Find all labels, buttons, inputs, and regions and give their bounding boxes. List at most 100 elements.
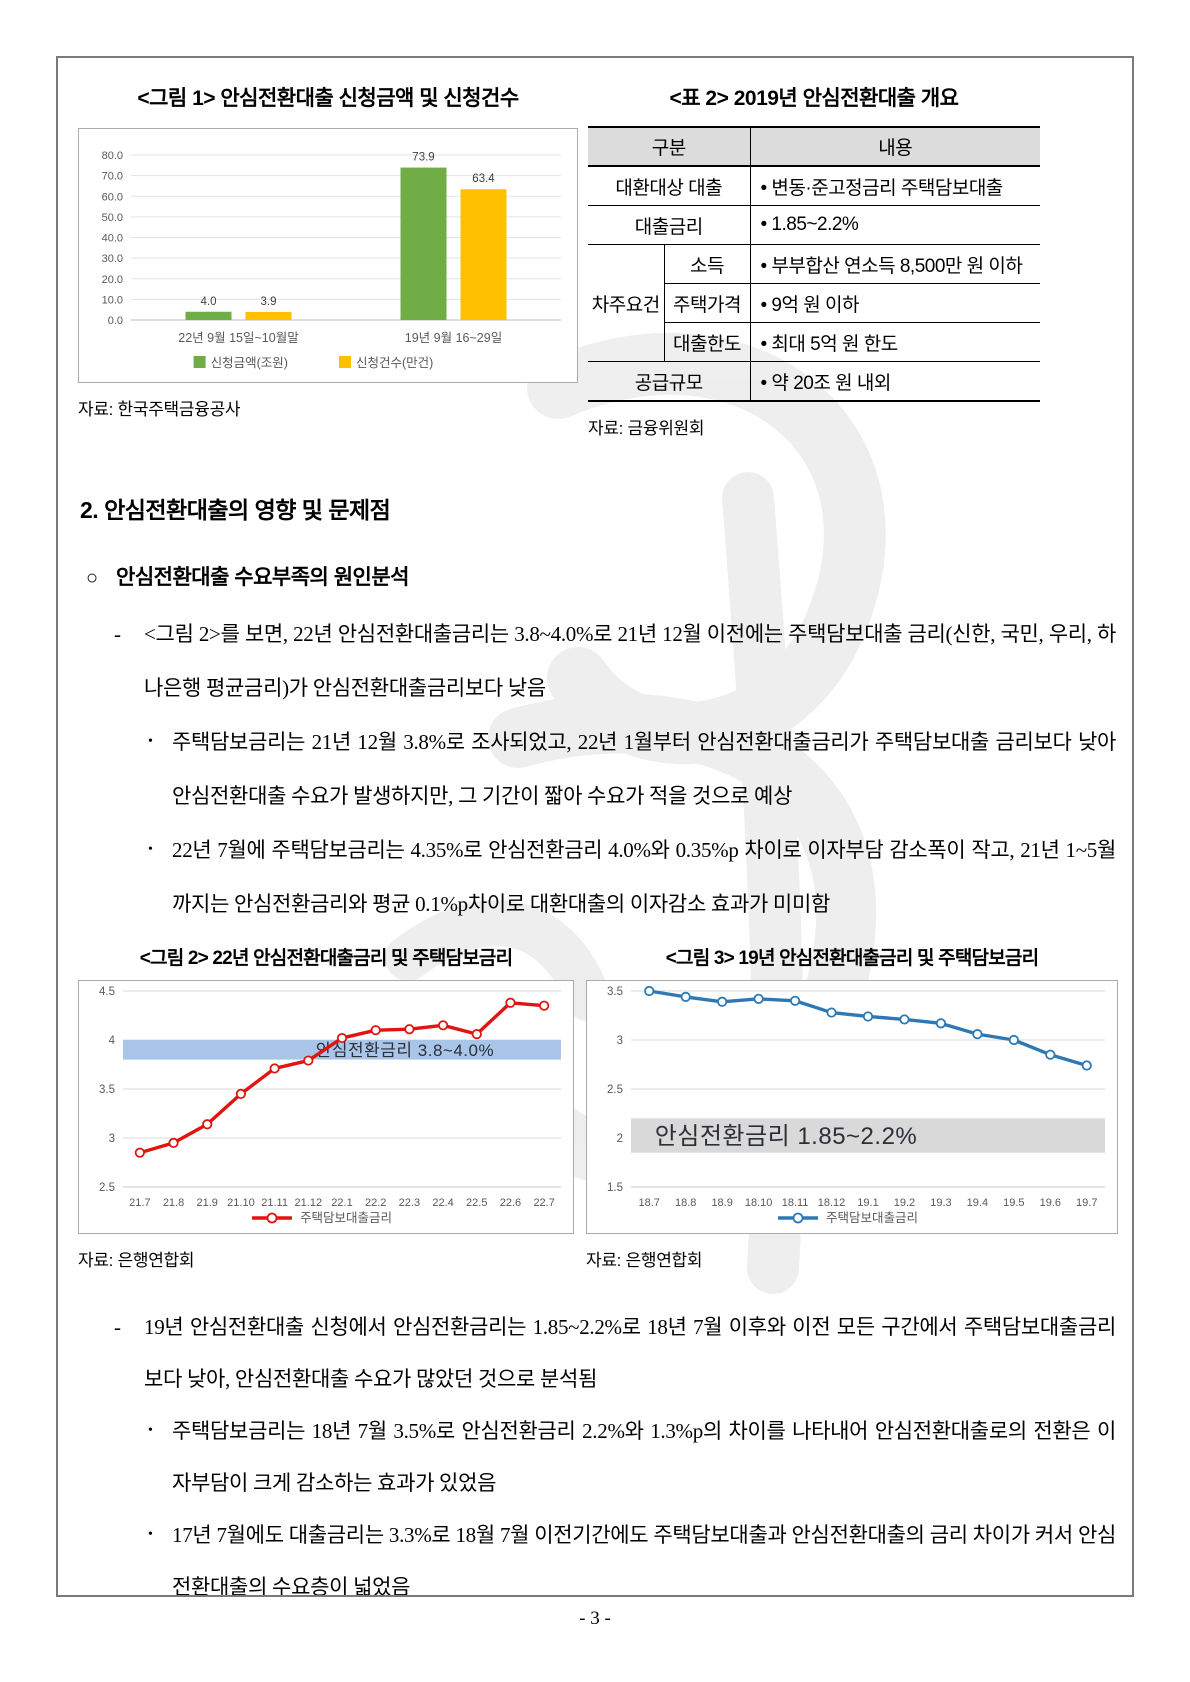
svg-text:18.7: 18.7 (639, 1197, 660, 1209)
svg-text:22.6: 22.6 (500, 1197, 521, 1209)
table2-column: <표 2> 2019년 안심전환대출 개요 구분 내용 대환대상 대출 • 변동… (588, 82, 1040, 439)
figure2-title: <그림 2> 22년 안심전환대출금리 및 주택담보금리 (139, 948, 513, 969)
page-border: <그림 1> 안심전환대출 신청금액 및 신청건수 0.0 10.0 20.0 30.… (56, 56, 1134, 1597)
row-sublabel: 주택가격 (664, 283, 751, 323)
overview-table: 구분 내용 대환대상 대출 • 변동·준고정금리 주택담보대출 대출금리 • 1… (588, 126, 1040, 402)
figure2-chart-box: 2.5 3 3.5 4 4.5 안심전환금리 3.8~4.0% 21.7 21.8 21.9 21… (78, 980, 574, 1234)
bullet-block-2: - 19년 안심전환대출 신청에서 안심전환금리는 1.85~2.2%로 18년… (78, 1301, 1116, 1597)
header-cell-category: 구분 (588, 127, 751, 167)
svg-text:안심전환금리 3.8~4.0%: 안심전환금리 3.8~4.0% (316, 1041, 494, 1060)
row-sublabel: 소득 (664, 244, 751, 284)
svg-text:22.2: 22.2 (365, 1197, 386, 1209)
svg-text:19.4: 19.4 (967, 1197, 988, 1209)
row-content: • 9억 원 이하 (750, 283, 1040, 323)
row-content: • 1.85~2.2% (750, 205, 1040, 245)
svg-text:21.8: 21.8 (163, 1197, 184, 1209)
figure1-column: <그림 1> 안심전환대출 신청금액 및 신청건수 0.0 10.0 20.0 30.… (78, 82, 578, 439)
svg-text:22.7: 22.7 (533, 1197, 554, 1209)
svg-text:73.9: 73.9 (412, 152, 434, 164)
list-item: - <그림 2>를 보면, 22년 안심전환대출금리는 3.8~4.0%로 21… (78, 607, 1116, 715)
svg-text:22.4: 22.4 (432, 1197, 453, 1209)
figure1-chart-box: 0.0 10.0 20.0 30.0 40.0 50.0 60.0 70.0 80.0 4.0 3.… (78, 128, 578, 383)
svg-text:4.5: 4.5 (99, 986, 115, 998)
dot-bullet-icon: • (148, 734, 153, 749)
svg-text:2.5: 2.5 (607, 1084, 623, 1096)
row-content: • 변동·준고정금리 주택담보대출 (750, 165, 1040, 206)
section-heading: 2. 안심전환대출의 영향 및 문제점 (80, 497, 391, 523)
figure1-title: <그림 1> 안심전환대출 신청금액 및 신청건수 (137, 87, 519, 110)
row-content: • 약 20조 원 내외 (750, 361, 1040, 401)
svg-text:20.0: 20.0 (102, 274, 123, 286)
svg-text:4.0: 4.0 (201, 296, 217, 308)
svg-text:18.12: 18.12 (818, 1197, 846, 1209)
list-item-text: 19년 안심전환대출 신청에서 안심전환금리는 1.85~2.2%로 18년 7… (144, 1315, 1116, 1391)
svg-text:40.0: 40.0 (102, 233, 123, 245)
row-content: • 부부합산 연소득 8,500만 원 이하 (750, 244, 1040, 284)
svg-text:22.1: 22.1 (331, 1197, 352, 1209)
list-item-text: 주택담보금리는 21년 12월 3.8%로 조사되었고, 22년 1월부터 안심… (172, 730, 1116, 808)
svg-text:19년 9월 16~29일: 19년 9월 16~29일 (405, 331, 502, 345)
dash-bullet-icon: - (114, 1315, 121, 1339)
figure2-line-chart: 2.5 3 3.5 4 4.5 안심전환금리 3.8~4.0% 21.7 21.8 21.9 21… (99, 986, 561, 1225)
list-item: - 19년 안심전환대출 신청에서 안심전환금리는 1.85~2.2%로 18년… (78, 1301, 1116, 1405)
top-row: <그림 1> 안심전환대출 신청금액 및 신청건수 0.0 10.0 20.0 30.… (78, 82, 1116, 439)
svg-text:4: 4 (109, 1035, 116, 1047)
row-sublabel: 대출한도 (664, 322, 751, 362)
svg-text:3: 3 (109, 1133, 115, 1145)
row-label: 공급규모 (588, 361, 751, 401)
svg-text:70.0: 70.0 (102, 171, 123, 183)
table-header-row: 구분 내용 (588, 127, 1040, 167)
svg-text:19.5: 19.5 (1003, 1197, 1024, 1209)
svg-text:1.5: 1.5 (607, 1182, 623, 1194)
subsection-title: 안심전환대출 수요부족의 원인분석 (116, 566, 409, 589)
row-label: 대환대상 대출 (588, 165, 751, 206)
list-item: • 22년 7월에 주택담보금리는 4.35%로 안심전환금리 4.0%와 0.… (78, 823, 1116, 931)
charts-row: <그림 2> 22년 안심전환대출금리 및 주택담보금리 2.5 3 3.5 4 4.5… (78, 943, 1118, 1271)
svg-text:60.0: 60.0 (102, 191, 123, 203)
figure3-source: 자료: 은행연합회 (586, 1251, 703, 1270)
table-row: 차주요건 소득 • 부부합산 연소득 8,500만 원 이하 (588, 244, 1040, 362)
table-row: 대환대상 대출 • 변동·준고정금리 주택담보대출 (588, 165, 1040, 206)
svg-text:18.10: 18.10 (745, 1197, 773, 1209)
svg-text:21.10: 21.10 (227, 1197, 255, 1209)
svg-text:3.5: 3.5 (607, 986, 623, 998)
svg-text:18.8: 18.8 (675, 1197, 696, 1209)
svg-text:주택담보대출금리: 주택담보대출금리 (826, 1211, 918, 1225)
figure3-title: <그림 3> 19년 안심전환대출금리 및 주택담보금리 (665, 948, 1039, 969)
figure2-column: <그림 2> 22년 안심전환대출금리 및 주택담보금리 2.5 3 3.5 4 4.5… (78, 943, 574, 1271)
svg-text:21.11: 21.11 (261, 1197, 288, 1209)
table-row: 주택가격 • 9억 원 이하 (588, 283, 1040, 323)
row-group-label: 차주요건 (588, 244, 665, 362)
svg-text:30.0: 30.0 (102, 253, 123, 265)
table2-source: 자료: 금융위원회 (588, 419, 705, 438)
svg-text:50.0: 50.0 (102, 212, 123, 224)
svg-text:19.1: 19.1 (857, 1197, 878, 1209)
dot-bullet-icon: • (148, 1527, 153, 1542)
row-content: • 최대 5억 원 한도 (750, 322, 1040, 362)
subsection-heading: ○ 안심전환대출 수요부족의 원인분석 (86, 561, 1116, 591)
figure1-source: 자료: 한국주택금융공사 (78, 400, 241, 419)
dot-bullet-icon: • (148, 1423, 153, 1438)
figure3-column: <그림 3> 19년 안심전환대출금리 및 주택담보금리 1.5 2 2.5 3 3.5… (586, 943, 1118, 1271)
svg-text:19.3: 19.3 (930, 1197, 951, 1209)
svg-text:21.9: 21.9 (197, 1197, 218, 1209)
list-item: • 주택담보금리는 18년 7월 3.5%로 안심전환금리 2.2%와 1.3%… (78, 1405, 1116, 1509)
page-number: - 3 - (579, 1608, 611, 1629)
svg-text:신청금액(조원): 신청금액(조원) (211, 356, 288, 370)
svg-text:21.12: 21.12 (295, 1197, 323, 1209)
dot-bullet-icon: • (148, 842, 153, 857)
svg-text:19.2: 19.2 (894, 1197, 915, 1209)
bullet-block-1: - <그림 2>를 보면, 22년 안심전환대출금리는 3.8~4.0%로 21… (78, 607, 1116, 931)
list-item: • 17년 7월에도 대출금리는 3.3%로 18월 7월 이전기간에도 주택담… (78, 1509, 1116, 1597)
svg-text:63.4: 63.4 (472, 173, 495, 185)
table2-title: <표 2> 2019년 안심전환대출 개요 (669, 87, 959, 110)
svg-text:신청건수(만건): 신청건수(만건) (356, 356, 433, 370)
svg-text:22.3: 22.3 (399, 1197, 420, 1209)
row-label: 대출금리 (588, 205, 751, 245)
svg-text:3.9: 3.9 (261, 296, 277, 308)
list-item: • 주택담보금리는 21년 12월 3.8%로 조사되었고, 22년 1월부터 … (78, 715, 1116, 823)
svg-text:18.11: 18.11 (782, 1197, 809, 1209)
table-row: 공급규모 • 약 20조 원 내외 (588, 361, 1040, 401)
list-item-text: 17년 7월에도 대출금리는 3.3%로 18월 7월 이전기간에도 주택담보대… (172, 1523, 1116, 1597)
svg-text:주택담보대출금리: 주택담보대출금리 (300, 1211, 392, 1225)
